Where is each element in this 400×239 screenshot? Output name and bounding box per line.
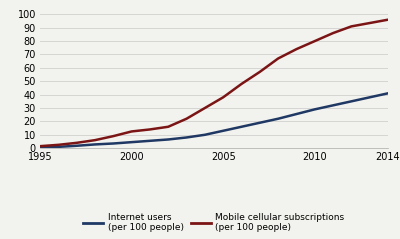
Legend: Internet users
(per 100 people), Mobile cellular subscriptions
(per 100 people): Internet users (per 100 people), Mobile … xyxy=(84,213,344,232)
